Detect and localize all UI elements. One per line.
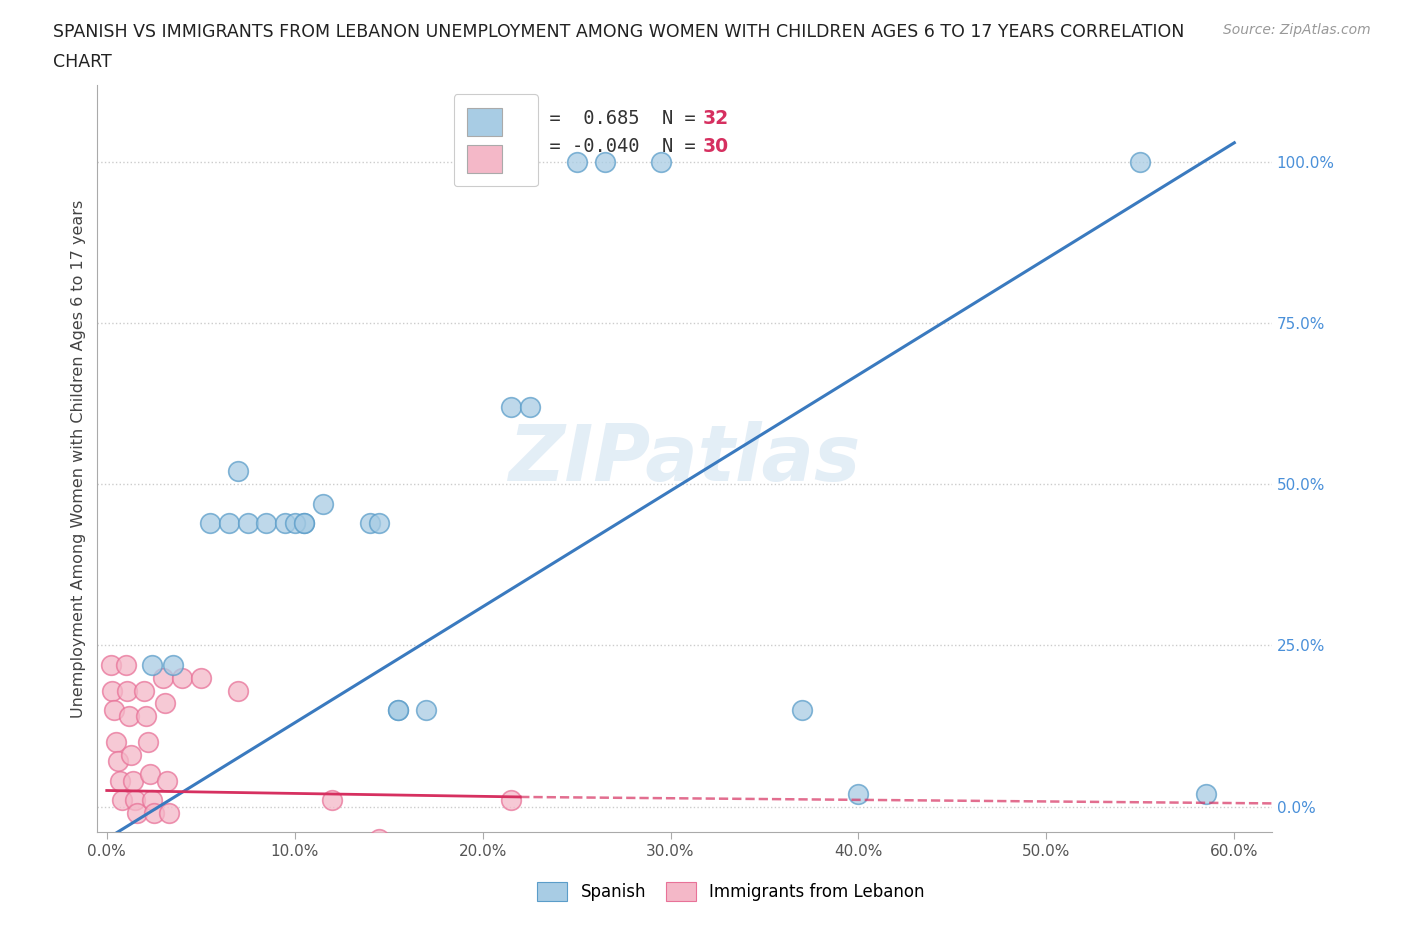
Point (1195, 786, 1218, 801)
Point (368, 515, 391, 530)
Text: ZIPatlas: ZIPatlas (509, 420, 860, 497)
Point (118, 709, 141, 724)
Text: 32: 32 (702, 109, 728, 127)
Point (190, 671, 212, 685)
Point (256, 515, 278, 530)
Point (156, 774, 179, 789)
Point (236, 515, 259, 530)
Point (107, 754, 129, 769)
Point (499, 792, 522, 807)
Point (226, 464, 249, 479)
Text: 30: 30 (702, 137, 728, 156)
Legend:  ,  : , (454, 95, 537, 186)
Point (101, 684, 124, 698)
Point (519, 400, 541, 415)
Point (321, 792, 343, 807)
Point (387, 702, 409, 717)
Point (100, 658, 122, 672)
Point (359, 515, 381, 530)
Point (124, 792, 146, 807)
Point (141, 792, 163, 807)
Point (650, 154, 672, 169)
Point (312, 497, 335, 512)
Point (387, 702, 409, 717)
Point (157, 805, 180, 820)
Point (111, 792, 134, 807)
Point (292, 515, 315, 530)
Point (120, 748, 142, 763)
Point (103, 702, 125, 717)
Point (218, 515, 240, 530)
Point (141, 658, 163, 672)
Point (284, 515, 307, 530)
Point (135, 709, 157, 724)
Point (274, 515, 297, 530)
Text: CHART: CHART (53, 53, 112, 71)
Point (170, 671, 193, 685)
Point (415, 702, 437, 717)
Point (790, 702, 813, 717)
Point (593, 154, 616, 169)
Text: SPANISH VS IMMIGRANTS FROM LEBANON UNEMPLOYMENT AMONG WOMEN WITH CHILDREN AGES 6: SPANISH VS IMMIGRANTS FROM LEBANON UNEMP… (53, 23, 1185, 41)
Point (136, 735, 159, 750)
Point (565, 154, 588, 169)
Point (114, 658, 136, 672)
Y-axis label: Unemployment Among Women with Children Ages 6 to 17 years: Unemployment Among Women with Children A… (72, 199, 86, 718)
Point (1129, 154, 1152, 169)
Point (142, 805, 165, 820)
Point (153, 696, 176, 711)
Text: R = -0.040  N =: R = -0.040 N = (527, 137, 707, 156)
Text: R =  0.685  N =: R = 0.685 N = (527, 109, 707, 127)
Text: Source: ZipAtlas.com: Source: ZipAtlas.com (1223, 23, 1371, 37)
Point (198, 515, 221, 530)
Point (292, 515, 315, 530)
Point (848, 786, 870, 801)
Point (125, 805, 148, 820)
Legend: Spanish, Immigrants from Lebanon: Spanish, Immigrants from Lebanon (530, 875, 932, 908)
Point (499, 400, 522, 415)
Point (139, 767, 162, 782)
Point (226, 684, 249, 698)
Point (368, 831, 391, 846)
Point (122, 774, 145, 789)
Point (152, 671, 174, 685)
Point (108, 774, 131, 789)
Point (162, 658, 184, 672)
Point (134, 684, 156, 698)
Point (117, 684, 139, 698)
Point (105, 735, 128, 750)
